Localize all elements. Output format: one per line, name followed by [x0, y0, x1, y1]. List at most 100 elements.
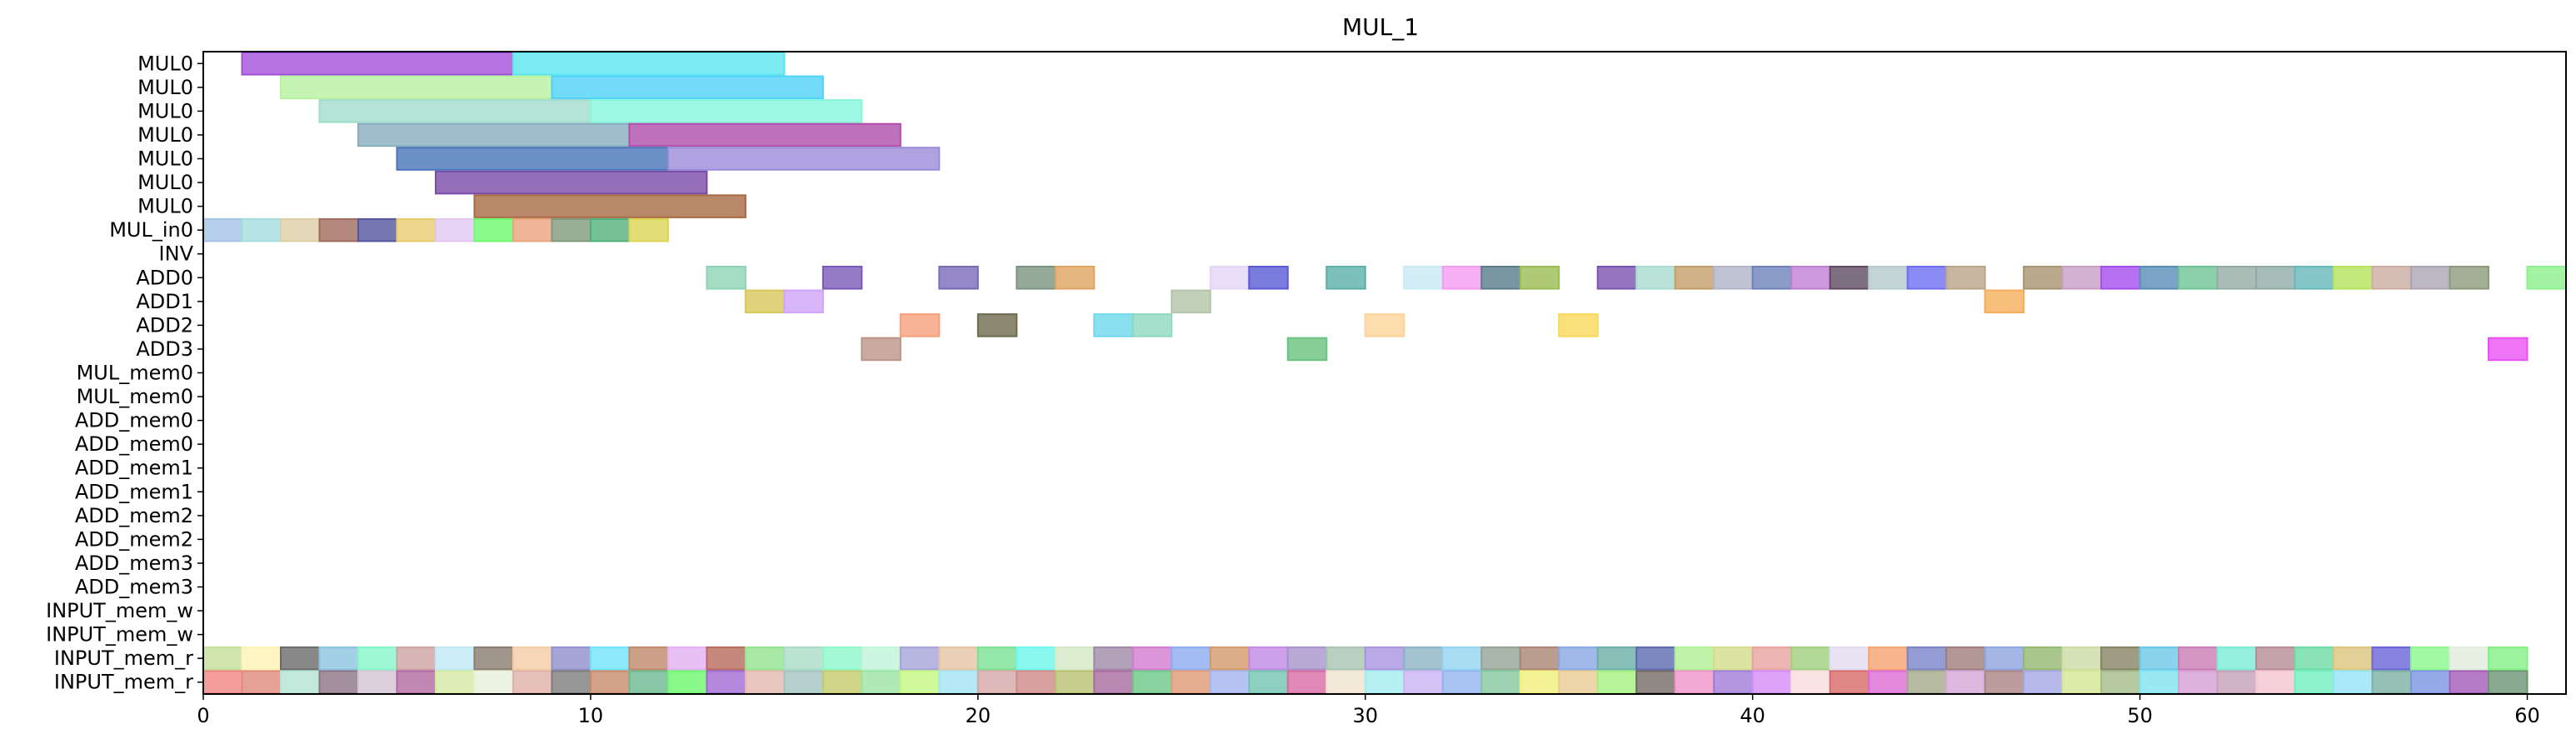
task-bar	[2139, 266, 2180, 290]
task-bar	[861, 646, 901, 671]
task-bar	[628, 122, 901, 147]
x-tick-label: 20	[966, 704, 991, 727]
task-bar	[938, 266, 979, 290]
y-tick-label: ADD_mem3	[75, 576, 193, 599]
task-bar	[899, 670, 941, 695]
task-bar	[434, 646, 476, 671]
x-tick-label: 0	[197, 704, 209, 727]
task-bar	[1558, 313, 1599, 337]
task-bar	[783, 289, 824, 314]
y-tick-label: ADD_mem2	[75, 527, 193, 551]
task-bar	[706, 670, 746, 695]
task-bar	[1596, 646, 1638, 671]
task-bar	[1945, 670, 1986, 695]
x-tick-label: 30	[1352, 704, 1378, 727]
task-bar	[1984, 289, 2025, 314]
task-bar	[434, 217, 476, 242]
task-bar	[1674, 266, 1715, 290]
task-bar	[589, 99, 863, 123]
task-bar	[279, 75, 553, 100]
task-bar	[512, 670, 553, 695]
task-bar	[2100, 646, 2141, 671]
task-bar	[1829, 670, 1870, 695]
task-bar	[2371, 670, 2413, 695]
task-bar	[1286, 337, 1328, 362]
task-bar	[2023, 266, 2064, 290]
task-bar	[1790, 266, 1831, 290]
x-tick-label: 40	[1740, 704, 1765, 727]
task-bar	[744, 289, 786, 314]
task-bar	[1984, 646, 2025, 671]
task-bar	[1171, 646, 1211, 671]
task-bar	[2139, 646, 2180, 671]
task-bar	[666, 646, 708, 671]
task-bar	[396, 646, 437, 671]
task-bar	[976, 646, 1018, 671]
task-bar	[1558, 646, 1599, 671]
task-bar	[241, 52, 514, 76]
task-bar	[473, 646, 514, 671]
task-bar	[1209, 266, 1251, 290]
task-bar	[2061, 670, 2103, 695]
task-bar	[2216, 670, 2258, 695]
task-bar	[396, 147, 669, 171]
y-tick-label: ADD3	[136, 337, 193, 361]
task-bar	[628, 646, 669, 671]
task-bar	[2178, 266, 2219, 290]
task-bar	[357, 670, 398, 695]
task-bar	[1209, 646, 1251, 671]
task-bar	[551, 75, 824, 100]
y-tick-label: MUL0	[137, 171, 193, 194]
task-bar	[1713, 646, 1754, 671]
task-bar	[1441, 646, 1483, 671]
task-bar	[783, 646, 824, 671]
task-bar	[706, 266, 746, 290]
task-bar	[396, 670, 437, 695]
task-bar	[821, 646, 863, 671]
task-bar	[2023, 670, 2064, 695]
task-bar	[1868, 266, 1909, 290]
task-bar	[899, 313, 941, 337]
task-bar	[279, 646, 321, 671]
task-bar	[2255, 670, 2296, 695]
task-bar	[1364, 670, 1405, 695]
task-bar	[1558, 670, 1599, 695]
task-bar	[473, 670, 514, 695]
y-tick-label: MUL0	[137, 123, 193, 147]
task-bar	[318, 217, 359, 242]
y-tick-label: ADD_mem2	[75, 504, 193, 527]
task-bar	[976, 313, 1018, 337]
y-tick-label: MUL0	[137, 76, 193, 99]
task-bar	[1945, 266, 1986, 290]
task-bar	[2294, 266, 2335, 290]
task-bar	[2216, 646, 2258, 671]
task-bar	[938, 646, 979, 671]
task-bar	[318, 99, 592, 123]
task-bar	[1751, 646, 1793, 671]
task-bar	[861, 670, 901, 695]
task-bar	[1829, 266, 1870, 290]
y-tick-label: ADD_mem1	[75, 457, 193, 480]
task-bar	[1480, 670, 1521, 695]
y-tick-label: ADD_mem0	[75, 409, 193, 432]
task-bar	[551, 217, 592, 242]
task-bar	[821, 670, 863, 695]
task-bar	[2333, 670, 2374, 695]
task-bar	[2178, 646, 2219, 671]
task-bar	[1131, 670, 1173, 695]
y-tick-label: INV	[159, 242, 194, 266]
y-tick-label: MUL0	[137, 195, 193, 218]
task-bar	[1248, 266, 1289, 290]
task-bar	[2216, 266, 2258, 290]
task-bar	[1868, 646, 1909, 671]
task-bar	[2488, 337, 2529, 362]
task-bar	[512, 646, 553, 671]
task-bar	[1325, 646, 1366, 671]
task-bar	[2294, 670, 2335, 695]
task-bar	[1248, 646, 1289, 671]
task-bar	[1131, 646, 1173, 671]
y-tick-label: ADD0	[136, 266, 193, 289]
task-bar	[1519, 646, 1560, 671]
task-bar	[1171, 289, 1211, 314]
task-bar	[512, 217, 553, 242]
